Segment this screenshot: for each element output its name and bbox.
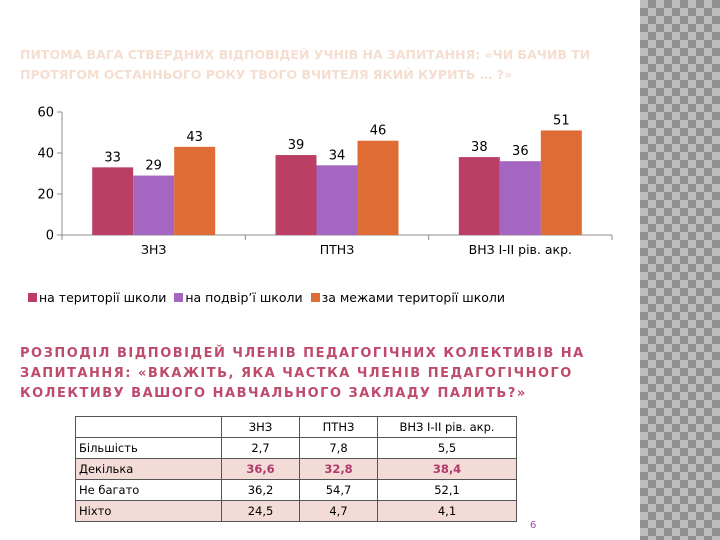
y-tick-label: 60: [37, 106, 54, 121]
table-cell: 5,5: [377, 437, 517, 459]
table-row-label: Не багато: [75, 479, 222, 501]
table-cell: 52,1: [377, 479, 517, 501]
table-row: Більшість 2,7 7,8 5,5: [75, 437, 517, 459]
y-tick-label: 0: [46, 229, 54, 244]
table-row-label: Ніхто: [75, 500, 222, 522]
bar-1-1: [92, 167, 134, 235]
table-cell: 2,7: [221, 437, 300, 459]
data-label: 34: [329, 148, 346, 163]
data-label: 46: [370, 124, 387, 139]
bar-2-2: [316, 165, 358, 235]
data-label: 39: [288, 138, 305, 153]
legend-swatch-series-3: [310, 293, 320, 302]
table-row: Декілька 36,6 32,8 38,4: [75, 458, 517, 480]
table-cell: 7,8: [299, 437, 378, 459]
page-number: 6: [530, 520, 537, 531]
table-cell: 38,4: [377, 458, 517, 480]
bar-chart: 0 20 40 60 33 29 43 ЗНЗ 39 34 46 ПТНЗ 38 36 51 ВНЗ І-ІІ…: [37, 106, 613, 257]
data-label: 33: [104, 150, 121, 165]
table-row-label: Декілька: [75, 458, 222, 480]
legend-label-series-2: на подвір’ї школи: [185, 290, 303, 305]
legend-label-series-3: за межами території школи: [321, 290, 506, 305]
legend-label-series-1: на території школи: [39, 290, 167, 305]
table-header-col-1: ЗНЗ: [221, 416, 300, 438]
table-cell: 32,8: [299, 458, 378, 480]
bar-3-2: [357, 140, 399, 235]
x-category-label: ПТНЗ: [320, 242, 354, 257]
decorative-pattern-band: [640, 0, 720, 540]
data-label: 43: [186, 130, 203, 145]
data-label: 38: [471, 140, 488, 155]
table-cell: 36,2: [221, 479, 300, 501]
x-category-label: ВНЗ І-ІІ рів. акр.: [469, 242, 572, 257]
bar-3-1: [174, 146, 216, 235]
table-cell: 4,7: [299, 500, 378, 522]
bar-1-2: [275, 155, 317, 235]
table-cell: 54,7: [299, 479, 378, 501]
legend-item-series-3: за межами території школи: [310, 290, 506, 305]
chart-legend: на території школи на подвір’ї школи за …: [28, 290, 505, 305]
table-cell: 24,5: [221, 500, 300, 522]
legend-item-series-1: на території школи: [28, 290, 166, 305]
legend-swatch-series-1: [28, 293, 37, 302]
table-header-blank: [75, 416, 222, 438]
y-tick-label: 20: [37, 188, 54, 203]
table-row: Не багато 36,2 54,7 52,1: [75, 479, 517, 501]
y-tick-label: 40: [37, 147, 54, 162]
table-row-label: Більшість: [75, 437, 222, 459]
legend-item-series-2: на подвір’ї школи: [174, 290, 303, 305]
table-header-row: ЗНЗ ПТНЗ ВНЗ І-ІІ рів. акр.: [75, 416, 517, 438]
table-row: Ніхто 24,5 4,7 4,1: [75, 500, 517, 522]
data-label: 51: [553, 113, 570, 128]
table-header-col-2: ПТНЗ: [299, 416, 378, 438]
x-category-label: ЗНЗ: [141, 242, 166, 257]
bar-1-3: [458, 157, 500, 235]
data-label: 29: [145, 159, 162, 174]
bar-2-3: [499, 161, 541, 235]
chart-heading: ПИТОМА ВАГА СТВЕРДНИХ ВІДПОВІДЕЙ УЧНІВ Н…: [20, 47, 591, 82]
bar-2-1: [133, 175, 175, 235]
bar-3-3: [540, 130, 582, 235]
table-heading: РОЗПОДІЛ ВІДПОВІДЕЙ ЧЛЕНІВ ПЕДАГОГІЧНИХ …: [20, 346, 585, 401]
table-cell: 4,1: [377, 500, 517, 522]
data-label: 36: [512, 144, 529, 159]
legend-swatch-series-2: [174, 293, 184, 302]
table-header-col-3: ВНЗ І-ІІ рів. акр.: [377, 416, 517, 438]
data-table: ЗНЗ ПТНЗ ВНЗ І-ІІ рів. акр. Більшість 2,…: [75, 416, 517, 522]
table-cell: 36,6: [221, 458, 300, 480]
